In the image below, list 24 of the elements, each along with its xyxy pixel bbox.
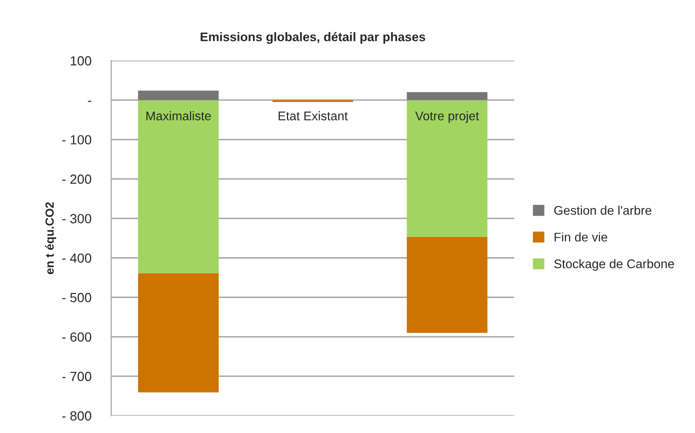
bar [406, 100, 488, 237]
chart-title: Emissions globales, détail par phases [200, 32, 426, 44]
x-tick-label: Maximaliste [146, 111, 211, 120]
legend-label: Gestion de l'arbre [554, 206, 652, 215]
y-tick-label: - 600 [62, 332, 92, 342]
y-tick-label: 100 [70, 56, 92, 66]
y-tick-label: - 400 [62, 253, 92, 263]
legend-label: Stockage de Carbone [554, 259, 674, 271]
bar [138, 100, 219, 274]
x-tick-label: Votre projet [415, 111, 479, 123]
bar [138, 90, 219, 100]
y-tick-label: - 100 [62, 135, 92, 144]
y-axis-title: en t équ.CO2 [45, 202, 56, 274]
y-tick-label: - 200 [62, 174, 92, 184]
y-tick-label: - 300 [62, 214, 92, 224]
bar [406, 92, 488, 100]
y-tick-label: - 700 [62, 372, 92, 382]
legend-label: Fin de vie [554, 232, 608, 242]
y-tick-label: - [88, 100, 92, 102]
bar [138, 273, 219, 392]
y-tick-label: - 500 [62, 292, 92, 302]
bar [406, 236, 488, 333]
x-tick-label: Etat Existant [278, 111, 348, 120]
y-tick-label: - 800 [62, 411, 92, 421]
